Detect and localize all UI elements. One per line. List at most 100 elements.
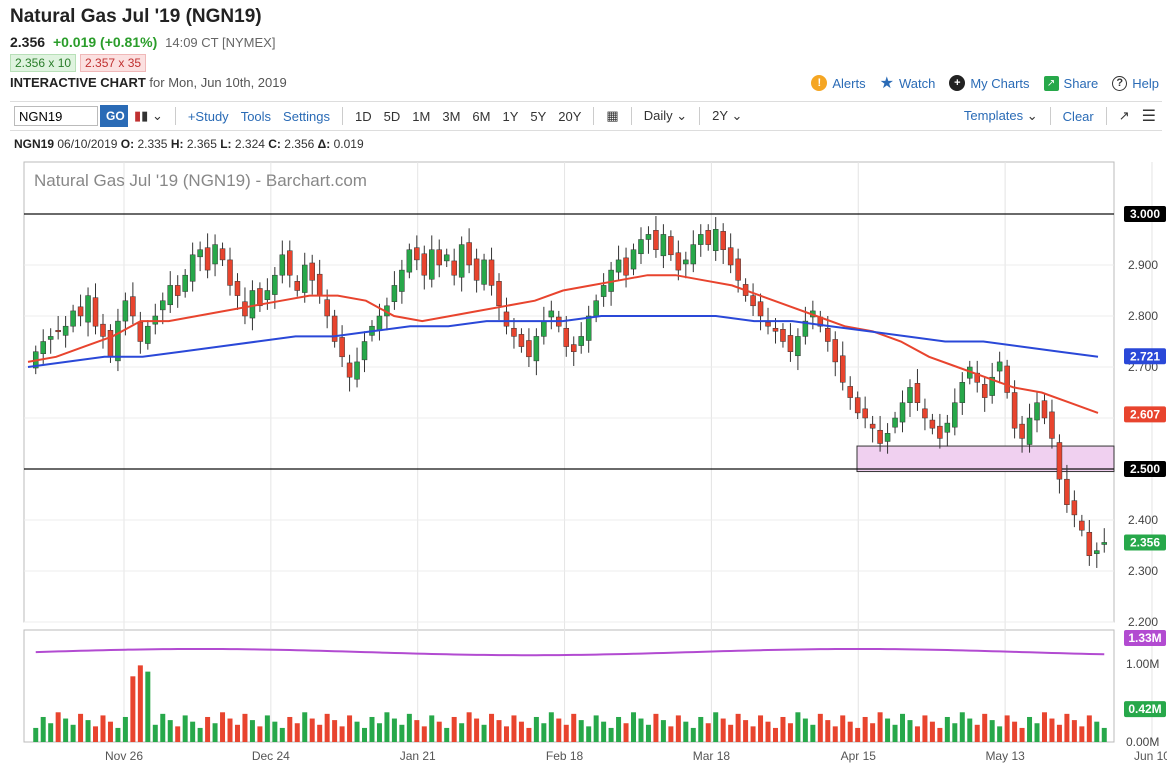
candle-body <box>204 247 211 271</box>
volume-bar <box>257 726 263 742</box>
calendar-icon[interactable]: ▦ <box>606 108 619 123</box>
volume-bar <box>847 721 853 742</box>
study-button[interactable]: +Study <box>187 108 229 124</box>
range-1y[interactable]: 1Y <box>502 108 519 124</box>
candle-body <box>937 425 943 439</box>
range-1d[interactable]: 1D <box>355 108 372 124</box>
volume-bar <box>362 727 368 742</box>
chart-date: for Mon, Jun 10th, 2019 <box>149 75 287 90</box>
candle-body <box>100 323 106 337</box>
share-link[interactable]: ↗ Share <box>1043 75 1098 91</box>
clear-button[interactable]: Clear <box>1062 108 1094 124</box>
volume-bar <box>922 715 928 742</box>
range-1m[interactable]: 1M <box>412 108 431 124</box>
volume-bar <box>713 712 719 742</box>
mycharts-link[interactable]: + My Charts <box>949 75 1030 91</box>
settings-button[interactable]: Settings <box>283 108 331 124</box>
volume-bar <box>249 720 255 742</box>
volume-bar <box>631 712 637 742</box>
candle-body <box>174 285 181 296</box>
watch-link[interactable]: ★ Watch <box>880 73 936 93</box>
volume-bar <box>137 665 143 742</box>
chevron-down-icon: ⌄ <box>1026 108 1038 123</box>
volume-bar <box>354 721 360 742</box>
range-3m[interactable]: 3M <box>442 108 461 124</box>
range-5d[interactable]: 5D <box>383 108 401 124</box>
symbol-input[interactable] <box>14 106 98 126</box>
candle-body <box>668 236 674 256</box>
alerts-label: Alerts <box>832 75 866 91</box>
volume-last-tag <box>1124 701 1166 718</box>
menu-icon[interactable]: ☰ <box>1141 108 1156 125</box>
candle-body <box>294 281 301 291</box>
volume-bar <box>63 718 69 742</box>
volume-bar <box>294 723 300 742</box>
candle-body <box>675 252 682 271</box>
candle-body <box>1011 392 1018 429</box>
bar-type-selector[interactable]: ▮▮ ⌄ <box>134 108 163 123</box>
alerts-link[interactable]: ! Alerts <box>811 75 866 91</box>
candle-body <box>981 384 988 398</box>
x-tick-label: Nov 26 <box>105 749 143 763</box>
candle-body <box>563 327 570 347</box>
volume-bar <box>205 716 211 742</box>
candle-body <box>959 382 966 403</box>
candle-body <box>825 327 831 342</box>
candle-body <box>832 339 839 363</box>
candle-body <box>62 325 69 336</box>
candlestick-icon: ▮ <box>134 108 142 123</box>
volume-bar <box>100 715 106 742</box>
candle-body <box>518 334 525 347</box>
tools-button[interactable]: Tools <box>240 108 272 124</box>
candle-body <box>683 259 689 265</box>
volume-bar <box>1071 720 1077 742</box>
volume-bar <box>728 724 734 742</box>
volume-bar <box>735 713 741 742</box>
period-selector[interactable]: 2Y ⌄ <box>706 108 748 124</box>
volume-bar <box>623 723 629 742</box>
volume-bar <box>787 723 793 742</box>
y-tick-label: 2.900 <box>1128 258 1158 272</box>
price-tag <box>1124 461 1166 477</box>
range-5y[interactable]: 5Y <box>530 108 547 124</box>
candle-body <box>847 386 853 398</box>
price-chart[interactable]: Nov 26 Dec 24 Jan 21 Feb 18 Mar 18 Apr 15 May … <box>0 152 1167 768</box>
candle-body <box>593 300 599 317</box>
x-tick-label: Apr 15 <box>841 749 877 763</box>
ohlc-symbol: NGN19 <box>14 137 55 151</box>
candle-body <box>197 249 203 258</box>
ohlc-date: 06/10/2019 <box>57 137 118 151</box>
range-6m[interactable]: 6M <box>472 108 491 124</box>
volume-bar <box>720 718 726 742</box>
volume-bar <box>1049 718 1055 742</box>
help-link[interactable]: ? Help <box>1112 75 1159 91</box>
volume-bar <box>70 724 76 742</box>
interactive-chart-label: INTERACTIVE CHART <box>10 75 146 90</box>
go-button[interactable]: GO <box>100 105 128 127</box>
candle-body <box>996 361 1003 372</box>
volume-bar <box>503 726 509 742</box>
candle-body <box>705 230 711 245</box>
candle-body <box>421 253 428 276</box>
candle-body <box>264 290 271 300</box>
templates-menu[interactable]: Templates ⌄ <box>958 108 1044 124</box>
interval-selector[interactable]: Daily ⌄ <box>638 108 693 124</box>
volume-bar <box>944 716 950 742</box>
volume-bar <box>870 723 876 742</box>
candle-body <box>600 285 607 297</box>
candle-body <box>570 344 577 352</box>
price-line: 2.356 +0.019 (+0.81%) 14:09 CT [NYMEX] <box>10 34 275 50</box>
price-tag <box>1124 206 1166 222</box>
volume-bar <box>817 713 823 742</box>
candle-body <box>795 336 801 357</box>
range-20y[interactable]: 20Y <box>558 108 582 124</box>
volume-bar <box>743 720 749 742</box>
volume-bar <box>750 726 756 742</box>
expand-icon[interactable]: ↗ <box>1118 108 1130 123</box>
plus-circle-icon: + <box>949 75 966 91</box>
x-tick-label: Jun 10 <box>1134 749 1167 763</box>
volume-bar <box>616 716 622 742</box>
candle-body <box>55 330 61 333</box>
candle-body <box>929 419 936 429</box>
candle-body <box>1079 520 1085 531</box>
